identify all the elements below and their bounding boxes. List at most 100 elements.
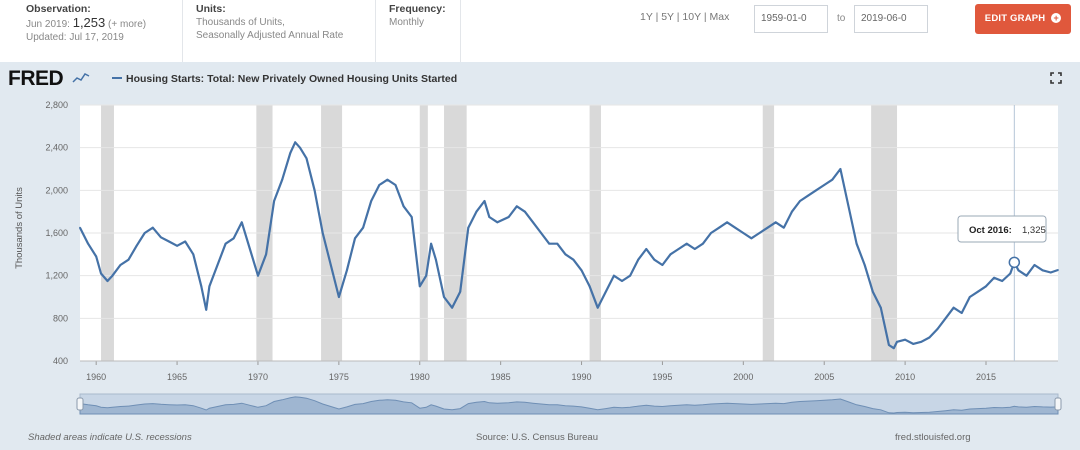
- data-point: [248, 248, 251, 250]
- y-tick-label: 2,800: [45, 100, 68, 110]
- data-point: [904, 338, 907, 341]
- data-point: [629, 274, 631, 277]
- data-point: [645, 248, 648, 250]
- to-label: to: [837, 13, 846, 24]
- data-point: [507, 216, 510, 218]
- x-tick-label: 1980: [410, 372, 430, 382]
- data-point: [799, 200, 801, 202]
- data-point: [879, 306, 882, 309]
- mini-chart-icon: [71, 73, 89, 83]
- tooltip: Oct 2016: 1,325: [957, 215, 1047, 243]
- data-point: [661, 264, 664, 266]
- data-point: [863, 264, 866, 266]
- data-point: [208, 285, 211, 288]
- data-point: [299, 146, 301, 149]
- series-line[interactable]: [79, 141, 1059, 350]
- data-point: [176, 244, 178, 247]
- x-tick-label: 2010: [895, 372, 915, 382]
- data-point: [402, 205, 405, 208]
- tooltip-date: Oct 2016:: [969, 225, 1012, 236]
- data-point: [87, 242, 89, 245]
- x-tick-label: 2015: [976, 372, 996, 382]
- data-point: [960, 312, 963, 314]
- data-point: [847, 205, 850, 208]
- data-point: [100, 272, 102, 275]
- x-tick-label: 1990: [572, 372, 592, 382]
- data-point: [240, 221, 243, 224]
- navigator-area: [79, 396, 1059, 415]
- data-point: [888, 344, 890, 346]
- data-point: [831, 178, 834, 181]
- navigator-handle[interactable]: [76, 397, 84, 411]
- data-point: [151, 226, 154, 229]
- data-point: [329, 264, 332, 266]
- fullscreen-icon[interactable]: [1050, 72, 1062, 84]
- data-point: [1009, 272, 1012, 275]
- data-point: [693, 248, 696, 250]
- data-point: [435, 258, 437, 261]
- data-point: [257, 274, 259, 277]
- source-note: Source: U.S. Census Bureau: [476, 432, 598, 443]
- observation-date: Jun 2019:: [26, 19, 70, 30]
- data-point: [790, 210, 793, 213]
- end-date-input[interactable]: [854, 5, 928, 33]
- data-point: [892, 347, 895, 350]
- frequency-label: Frequency:: [389, 3, 446, 15]
- x-tick-label: 1975: [329, 372, 349, 382]
- data-point: [936, 328, 939, 330]
- data-point: [386, 178, 389, 181]
- data-point: [1033, 264, 1036, 266]
- navigator-handle[interactable]: [1054, 397, 1062, 411]
- y-tick-label: 400: [53, 356, 68, 366]
- edit-graph-button[interactable]: EDIT GRAPH +: [975, 4, 1071, 34]
- units-label: Units:: [196, 3, 226, 15]
- x-tick-label: 2005: [814, 372, 834, 382]
- data-point: [952, 306, 955, 309]
- recession-note: Shaded areas indicate U.S. recessions: [28, 432, 192, 443]
- observation-more-link[interactable]: (+ more): [108, 19, 147, 30]
- data-point: [168, 240, 170, 243]
- site-link[interactable]: fred.stlouisfed.org: [895, 432, 971, 443]
- x-tick-label: 2000: [733, 372, 753, 382]
- data-point: [1017, 269, 1020, 272]
- start-date-input[interactable]: [754, 5, 828, 33]
- x-tick-label: 1965: [167, 372, 187, 382]
- data-point: [119, 264, 122, 266]
- data-point: [273, 200, 276, 202]
- x-tick-label: 1995: [652, 372, 672, 382]
- data-point: [677, 248, 680, 250]
- data-point: [766, 226, 769, 229]
- frequency-value: Monthly: [389, 17, 425, 28]
- data-point: [701, 242, 704, 245]
- data-point: [488, 216, 491, 218]
- range-navigator[interactable]: [76, 393, 1062, 415]
- data-point: [807, 194, 809, 197]
- data-point: [95, 255, 98, 258]
- data-point: [321, 232, 324, 234]
- x-tick-label: 1985: [491, 372, 511, 382]
- data-point: [496, 221, 499, 224]
- edit-graph-label: EDIT GRAPH: [984, 13, 1046, 24]
- data-point: [871, 290, 874, 293]
- data-point: [289, 152, 292, 154]
- data-point: [216, 264, 219, 266]
- data-point: [621, 280, 623, 282]
- data-point: [742, 232, 745, 234]
- data-point: [669, 253, 672, 256]
- data-point: [572, 258, 575, 261]
- range-links[interactable]: 1Y | 5Y | 10Y | Max: [640, 11, 730, 23]
- data-point: [294, 141, 297, 144]
- data-point: [378, 184, 381, 186]
- observation-value: 1,253: [72, 15, 106, 30]
- data-point: [596, 306, 599, 309]
- data-point: [774, 221, 777, 224]
- data-point: [782, 226, 785, 229]
- data-point: [232, 237, 235, 240]
- data-point: [710, 232, 712, 234]
- fred-logo: FRED: [8, 67, 90, 91]
- data-point: [653, 258, 656, 261]
- data-point: [135, 244, 138, 247]
- legend-line-icon: [112, 77, 122, 79]
- data-point: [159, 236, 162, 239]
